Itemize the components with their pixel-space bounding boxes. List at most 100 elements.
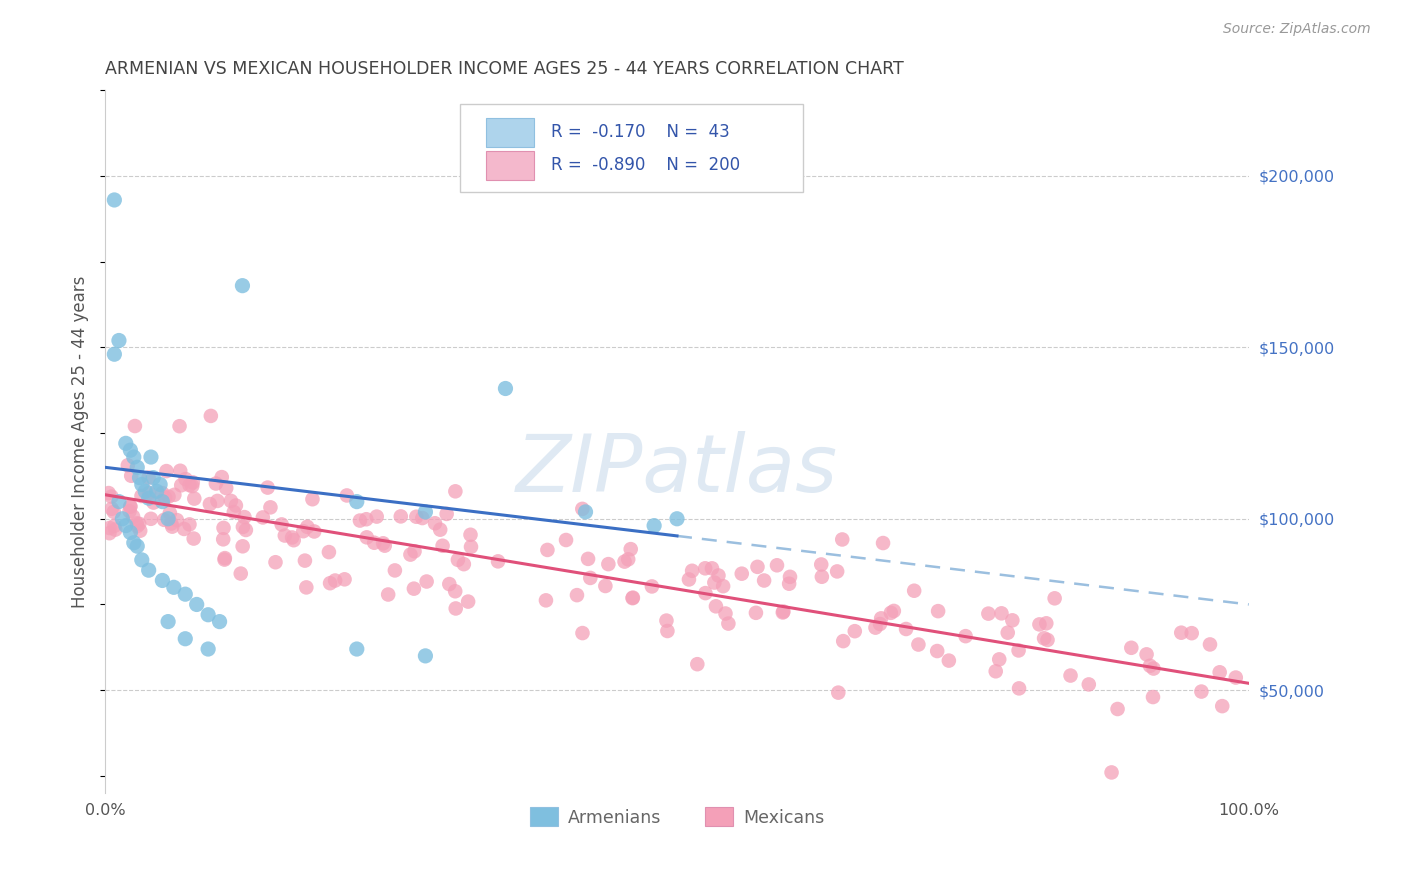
Point [714,607,737,621]
Point [927,604,949,618]
Point [460,540,482,554]
Point [453,557,475,571]
Point [436,507,458,521]
Point [235,523,257,537]
Point [844,624,866,639]
Point [927,644,949,658]
Point [1170,625,1192,640]
Point [766,558,789,573]
Point [1107,702,1129,716]
Point [157,615,180,629]
Point [160,516,183,531]
Point [1121,640,1143,655]
Point [208,615,231,629]
Point [333,572,356,586]
Point [127,519,149,533]
Point [111,512,134,526]
Point [1199,637,1222,651]
Point [114,436,136,450]
Point [212,533,235,547]
Point [1077,677,1099,691]
Point [988,652,1011,666]
Point [620,542,643,557]
Point [423,516,446,531]
Point [411,511,433,525]
Point [1028,617,1050,632]
Point [200,409,222,423]
Point [103,193,125,207]
Point [233,510,256,524]
Point [166,513,188,527]
Point [127,539,149,553]
Point [1059,668,1081,682]
Point [565,588,588,602]
Point [810,558,832,572]
Point [100,490,122,504]
Point [880,606,903,620]
Point [264,555,287,569]
Point [1033,632,1056,646]
Point [745,606,768,620]
Point [363,535,385,549]
Point [903,583,925,598]
Point [686,657,709,672]
Point [181,475,204,490]
Point [1007,643,1029,657]
Point [256,481,278,495]
Point [139,450,162,464]
Point [295,581,318,595]
Point [138,470,160,484]
Point [399,548,422,562]
Point [1036,632,1059,647]
Point [371,536,394,550]
Point [707,568,730,582]
Point [444,584,467,599]
Point [211,470,233,484]
Point [215,481,238,495]
Point [302,524,325,539]
Point [617,552,640,566]
Point [97,486,120,500]
Point [865,621,887,635]
Point [1189,684,1212,698]
Point [666,512,689,526]
Point [103,519,125,533]
Point [404,544,426,558]
Point [1008,681,1031,696]
Point [1135,648,1157,662]
Point [621,591,644,605]
Point [128,470,150,484]
Point [174,472,197,486]
Point [225,499,247,513]
Point [772,606,794,620]
Point [1142,661,1164,675]
Point [138,486,160,500]
Point [179,478,201,492]
Point [150,486,173,500]
Point [439,577,461,591]
Point [415,505,437,519]
Point [294,553,316,567]
Point [118,504,141,518]
Y-axis label: Householder Income Ages 25 - 44 years: Householder Income Ages 25 - 44 years [72,276,89,607]
Point [778,576,800,591]
Point [1142,690,1164,704]
Point [301,492,323,507]
Point [159,506,181,520]
Point [281,531,304,545]
Point [173,522,195,536]
Point [346,494,368,508]
Point [595,579,617,593]
Point [429,523,451,537]
Point [977,607,1000,621]
Point [444,601,467,615]
Point [157,512,180,526]
Text: R =  -0.890    N =  200: R = -0.890 N = 200 [551,156,741,175]
Point [571,501,593,516]
Point [704,599,727,614]
Point [163,580,186,594]
Point [181,479,204,493]
Point [222,505,245,519]
Point [122,535,145,549]
Point [297,520,319,534]
